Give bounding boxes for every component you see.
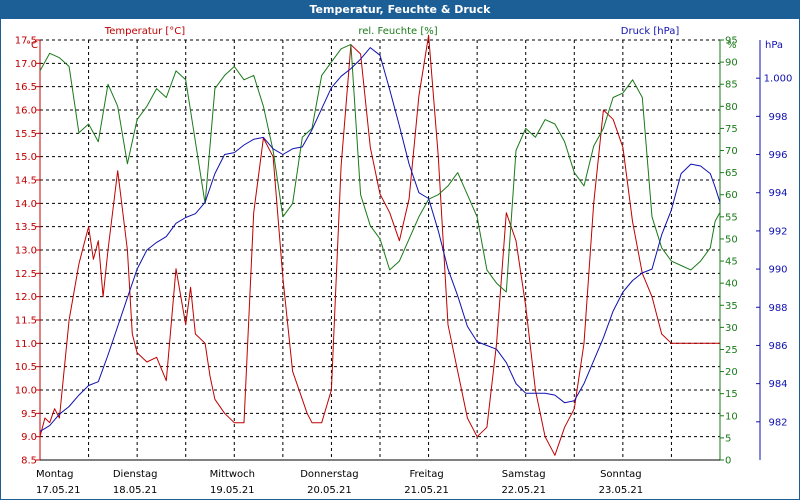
humidity-tick-label: 35 bbox=[725, 301, 738, 312]
temperature-tick-label: 14.5 bbox=[15, 176, 37, 187]
x-tick-date: 20.05.21 bbox=[307, 485, 352, 496]
pressure-tick-label: 994 bbox=[768, 188, 787, 199]
temperature-tick-label: 8.5 bbox=[21, 456, 37, 467]
humidity-unit-label: % bbox=[727, 40, 737, 51]
x-tick-date: 22.05.21 bbox=[501, 485, 546, 496]
humidity-tick-label: 5 bbox=[725, 433, 731, 444]
humidity-tick-label: 90 bbox=[725, 58, 738, 69]
x-tick-date: 19.05.21 bbox=[210, 485, 255, 496]
pressure-tick-label: 982 bbox=[768, 417, 787, 428]
temperature-tick-label: 15.0 bbox=[15, 152, 37, 163]
x-tick-day: Montag bbox=[36, 469, 73, 480]
temperature-tick-label: 9.0 bbox=[21, 432, 37, 443]
temperature-tick-label: 16.5 bbox=[15, 82, 37, 93]
humidity-tick-label: 20 bbox=[725, 367, 738, 378]
chart-title: Temperatur, Feuchte & Druck bbox=[0, 0, 800, 19]
x-tick-date: 18.05.21 bbox=[113, 485, 158, 496]
humidity-tick-label: 60 bbox=[725, 190, 738, 201]
humidity-line bbox=[39, 43, 721, 293]
humidity-tick-label: 75 bbox=[725, 124, 738, 135]
x-tick-date: 17.05.21 bbox=[36, 485, 81, 496]
axes: Montag 17.05.21 Dienstag 18.05.21 Mittwoch 19… bbox=[15, 36, 793, 497]
pressure-line bbox=[39, 47, 721, 432]
series bbox=[39, 34, 721, 456]
humidity-series-label: rel. Feuchte [%] bbox=[358, 26, 437, 37]
pressure-unit-label: hPa bbox=[765, 40, 783, 51]
x-tick-day: Samstag bbox=[502, 469, 546, 480]
pressure-tick-label: 986 bbox=[768, 341, 787, 352]
x-tick-day: Mittwoch bbox=[210, 469, 255, 480]
temperature-series-label: Temperatur [°C] bbox=[104, 26, 185, 37]
temperature-tick-label: 9.5 bbox=[21, 409, 37, 420]
temperature-tick-label: 13.0 bbox=[15, 246, 37, 257]
pressure-tick-label: 996 bbox=[768, 150, 787, 161]
humidity-tick-label: 25 bbox=[725, 345, 738, 356]
pressure-tick-label: 988 bbox=[768, 303, 787, 314]
temperature-tick-label: 13.5 bbox=[15, 222, 37, 233]
temperature-tick-label: 11.0 bbox=[15, 339, 37, 350]
humidity-tick-label: 0 bbox=[725, 456, 731, 467]
pressure-tick-label: 990 bbox=[768, 265, 787, 276]
labels: Temperatur [°C] rel. Feuchte [%] Druck [… bbox=[26, 26, 783, 51]
humidity-tick-label: 65 bbox=[725, 168, 738, 179]
temperature-tick-label: 16.0 bbox=[15, 106, 37, 117]
temperature-tick-label: 10.0 bbox=[15, 386, 37, 397]
pressure-tick-label: 1.000 bbox=[764, 74, 793, 85]
temperature-tick-label: 15.5 bbox=[15, 129, 37, 140]
temperature-unit-label: °C bbox=[26, 40, 38, 51]
x-tick-day: Donnerstag bbox=[300, 469, 358, 480]
humidity-tick-label: 10 bbox=[725, 411, 738, 422]
humidity-tick-label: 50 bbox=[725, 234, 738, 245]
x-tick-day: Freitag bbox=[409, 469, 443, 480]
pressure-tick-label: 984 bbox=[768, 379, 787, 390]
x-tick-day: Sonntag bbox=[600, 469, 642, 480]
temperature-tick-label: 10.5 bbox=[15, 362, 37, 373]
temperature-tick-label: 14.0 bbox=[15, 199, 37, 210]
humidity-tick-label: 85 bbox=[725, 80, 738, 91]
temperature-tick-label: 17.5 bbox=[15, 36, 37, 47]
humidity-tick-label: 80 bbox=[725, 102, 738, 113]
humidity-tick-label: 45 bbox=[725, 257, 738, 268]
pressure-tick-label: 998 bbox=[768, 112, 787, 123]
temperature-tick-label: 12.0 bbox=[15, 292, 37, 303]
humidity-tick-label: 70 bbox=[725, 146, 738, 157]
temperature-tick-label: 17.0 bbox=[15, 59, 37, 70]
x-tick-day: Dienstag bbox=[113, 469, 158, 480]
grid bbox=[40, 39, 720, 461]
temperature-tick-label: 12.5 bbox=[15, 269, 37, 280]
humidity-tick-label: 40 bbox=[725, 279, 738, 290]
humidity-tick-label: 30 bbox=[725, 323, 738, 334]
x-tick-date: 21.05.21 bbox=[404, 485, 449, 496]
pressure-series-label: Druck [hPa] bbox=[621, 26, 680, 37]
pressure-tick-label: 992 bbox=[768, 226, 787, 237]
humidity-tick-label: 95 bbox=[725, 36, 738, 47]
humidity-tick-label: 15 bbox=[725, 389, 738, 400]
temperature-tick-label: 11.5 bbox=[15, 316, 37, 327]
x-tick-date: 23.05.21 bbox=[599, 485, 644, 496]
humidity-tick-label: 55 bbox=[725, 212, 738, 223]
